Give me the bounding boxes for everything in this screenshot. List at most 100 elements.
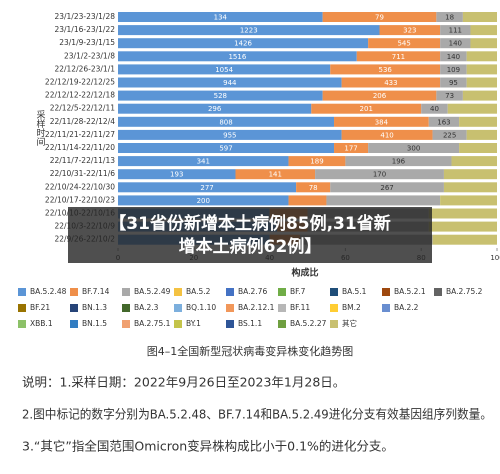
legend-label: BN.1.3 [82, 303, 107, 312]
bar-segment [462, 12, 497, 22]
count-label: 79 [375, 14, 384, 22]
legend-label: BS.1.1 [238, 319, 262, 328]
bar-segment [440, 51, 467, 62]
bar-segment [118, 38, 369, 49]
note: 说明：1.采样日期：2022年9月26日至2023年1月28日。 [22, 375, 345, 390]
legend-swatch [382, 288, 390, 296]
bar-segment [118, 143, 335, 153]
y-tick-label: 22/12/26-23/1/1 [54, 64, 115, 73]
legend-label: BN.1.5 [82, 319, 107, 328]
bar-segment [322, 90, 437, 101]
bar-segment [322, 12, 437, 22]
legend-swatch [226, 288, 234, 296]
bar-segment [341, 77, 441, 88]
count-label: 711 [392, 53, 405, 61]
bar-segment [432, 129, 467, 140]
bar-segment [432, 234, 497, 245]
legend-label: BM.2 [342, 303, 361, 312]
y-tick-label: 22/11/21-22/11/27 [45, 130, 115, 139]
bar-segment [447, 103, 497, 114]
count-label: 95 [449, 79, 458, 87]
legend-swatch [122, 320, 130, 328]
y-tick-label: 22/12/5-22/12/11 [50, 104, 116, 113]
legend-label: BF.7 [290, 287, 306, 296]
bar-segment [118, 129, 342, 140]
legend-label: BA.5.2.1 [394, 287, 426, 296]
legend-label: BA.2.75.1 [134, 319, 171, 328]
count-label: 1516 [228, 53, 246, 61]
count-label: 40 [430, 105, 439, 113]
legend-swatch [330, 288, 338, 296]
count-label: 808 [219, 118, 232, 126]
bar-segment [368, 38, 441, 49]
legend-swatch [226, 304, 234, 312]
bar-segment [368, 143, 460, 153]
bar-segment [315, 169, 444, 180]
bar-segment [451, 156, 497, 167]
y-tick-label: 23/1/2-23/1/8 [64, 51, 115, 60]
bar-segment [440, 38, 471, 49]
x-axis-label: 构成比 [291, 267, 318, 279]
legend-label: BA.5.1 [342, 287, 367, 296]
count-label: 196 [392, 158, 406, 166]
count-label: 528 [214, 92, 227, 100]
caption-overlay-box [68, 207, 432, 263]
count-label: 323 [403, 27, 416, 35]
count-label: 433 [384, 79, 397, 87]
legend-label: BF.7.14 [82, 287, 110, 296]
count-label: 536 [379, 66, 393, 74]
bar-segment [440, 25, 471, 36]
bar-segment [466, 64, 497, 75]
count-label: 18 [445, 14, 454, 22]
bar-segment [466, 77, 497, 88]
y-tick-label: 22/10/17-22/10/23 [45, 195, 115, 204]
legend-label: BF.21 [30, 303, 50, 312]
figure-caption: 图4–1全国新型冠状病毒变异株变化趋势图 [147, 344, 354, 358]
bar-segment [428, 208, 497, 219]
legend-swatch [122, 304, 130, 312]
bar-segment [118, 64, 331, 75]
y-axis-label: 采样时间 [35, 110, 46, 147]
bar-segment [118, 169, 236, 180]
y-tick-label: 22/12/19-22/12/25 [45, 78, 115, 87]
bar-segment [428, 221, 497, 232]
count-label: 206 [373, 92, 387, 100]
count-label: 955 [223, 131, 236, 139]
bar-segment [334, 116, 429, 127]
bar-segment [440, 64, 467, 75]
bar-segment [118, 156, 289, 167]
legend-label: BA.2.75.2 [446, 287, 483, 296]
legend-swatch [18, 320, 26, 328]
legend-swatch [174, 288, 182, 296]
count-label: 277 [200, 184, 213, 192]
count-label: 200 [197, 197, 210, 205]
bar-segment [443, 182, 497, 193]
legend-swatch [330, 304, 338, 312]
bar-segment [118, 12, 323, 22]
bar-segment [296, 182, 331, 193]
count-label: 140 [449, 40, 462, 48]
bar-segment [421, 103, 448, 114]
legend-swatch [70, 320, 78, 328]
bar-segment [459, 143, 497, 153]
y-tick-label: 22/10/24-22/10/30 [45, 182, 115, 191]
y-tick-label: 22/10/31-22/11/6 [50, 169, 116, 178]
bar-segment [235, 169, 316, 180]
count-label: 134 [214, 14, 228, 22]
legend-swatch [174, 320, 182, 328]
count-label: 111 [449, 27, 462, 35]
count-label: 193 [170, 171, 183, 179]
count-label: 1426 [234, 40, 252, 48]
legend-swatch [122, 288, 130, 296]
legend-label: BA.5.2.48 [30, 287, 67, 296]
count-label: 597 [219, 145, 232, 153]
count-label: 189 [310, 158, 323, 166]
count-label: 170 [373, 171, 386, 179]
legend-label: BA.5.2 [186, 287, 211, 296]
bar-segment [379, 25, 441, 36]
count-label: 545 [397, 40, 410, 48]
bar-segment [288, 195, 327, 206]
legend-swatch [226, 320, 234, 328]
legend-swatch [278, 320, 286, 328]
